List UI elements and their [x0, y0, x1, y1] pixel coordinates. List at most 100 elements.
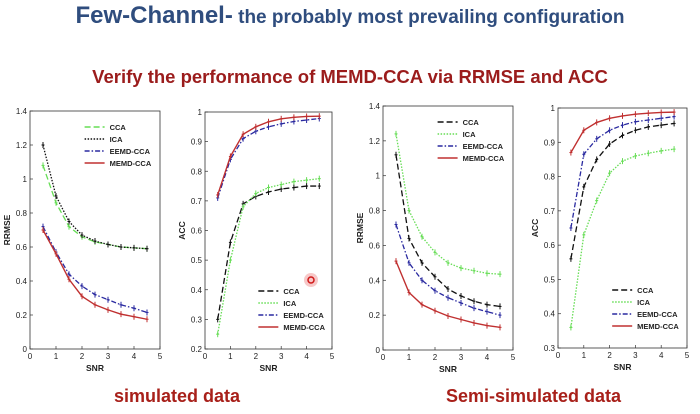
series-ica [569, 146, 676, 331]
y-tick-label: 0.8 [369, 207, 381, 216]
pointer-glow-icon [304, 273, 318, 287]
x-tick-label: 3 [279, 352, 284, 361]
legend-label: ICA [110, 135, 124, 144]
x-tick-label: 1 [54, 352, 59, 361]
y-tick-label: 0.8 [191, 167, 203, 176]
chart-3: 0 1 2 3 4 5 0 0.2 0.4 0.6 0.8 1 1.2 1.4 SNR RRMSE CCA ICA… [355, 102, 516, 374]
y-tick-label: 0.4 [544, 310, 556, 319]
y-tick-label: 0.2 [16, 311, 28, 320]
slide-subtitle: Verify the performance of MEMD-CCA via R… [92, 66, 608, 87]
x-tick-label: 2 [80, 352, 85, 361]
x-tick-label: 3 [459, 353, 464, 362]
x-tick-label: 0 [556, 351, 561, 360]
y-tick-label: 1.2 [16, 141, 28, 150]
legend-label: CCA [283, 287, 300, 296]
x-tick-label: 2 [433, 353, 438, 362]
x-tick-label: 4 [304, 352, 309, 361]
series-cca [394, 151, 502, 310]
x-tick-label: 5 [330, 352, 335, 361]
y-tick-label: 0.6 [191, 227, 203, 236]
caption-semi-simulated: Semi-simulated data [446, 386, 622, 406]
plot-area [382, 105, 514, 351]
legend-label: EEMD-CCA [110, 147, 151, 156]
chart-1: 0 1 2 3 4 5 0 0.2 0.4 0.6 0.8 1 1.2 1.4 SNR RRMSE CCA ICA… [2, 107, 163, 373]
x-tick-label: 4 [659, 351, 664, 360]
series-memd-cca [216, 113, 321, 198]
y-tick-label: 0.4 [191, 286, 203, 295]
series-eemd-cca [569, 113, 676, 231]
legend-label: EEMD-CCA [637, 310, 678, 319]
y-tick-label: 0.2 [191, 345, 203, 354]
x-tick-label: 5 [158, 352, 163, 361]
x-tick-label: 2 [607, 351, 612, 360]
slide-title-rest: the probably most prevailing configurati… [232, 7, 625, 28]
y-tick-label: 0.6 [16, 243, 28, 252]
y-tick-label: 0.2 [369, 311, 381, 320]
y-tick-label: 0.9 [544, 138, 556, 147]
chart-4: 0 1 2 3 4 5 0.3 0.4 0.5 0.6 0.7 0.8 0.9 1 SNR ACC CCA ICA… [530, 104, 690, 372]
legend-label: MEMD-CCA [463, 154, 505, 163]
plot-area [204, 111, 333, 350]
legend-label: CCA [637, 286, 654, 295]
legend-label: CCA [110, 123, 127, 132]
x-tick-label: 3 [106, 352, 111, 361]
y-axis-label: RRMSE [2, 214, 12, 245]
series-memd-cca [394, 258, 502, 331]
slide-title: Few-Channel- the probably most prevailin… [0, 2, 700, 30]
x-tick-label: 0 [203, 352, 208, 361]
series-ica [394, 130, 502, 278]
y-axis-label: RRMSE [355, 212, 365, 243]
y-tick-label: 0 [376, 346, 381, 355]
x-tick-label: 4 [485, 353, 490, 362]
chart-2: 0 1 2 3 4 5 0.2 0.3 0.4 0.5 0.6 0.7 0.8 0.9 1 SNR ACC CCA… [177, 108, 335, 373]
series-eemd-cca [394, 221, 502, 319]
y-axis-label: ACC [530, 219, 540, 237]
y-tick-label: 0.9 [191, 138, 203, 147]
y-tick-label: 0.3 [544, 344, 556, 353]
series-memd-cca [569, 109, 676, 156]
x-tick-label: 5 [685, 351, 690, 360]
pointer-dot-icon [307, 276, 315, 284]
y-tick-label: 1 [198, 108, 203, 117]
y-tick-label: 0.7 [191, 197, 203, 206]
x-tick-label: 0 [381, 353, 386, 362]
y-tick-label: 0.8 [16, 209, 28, 218]
x-tick-label: 1 [228, 352, 233, 361]
series-cca [569, 120, 676, 262]
x-axis-label: SNR [439, 364, 457, 374]
x-axis-label: SNR [260, 363, 278, 373]
legend-label: MEMD-CCA [283, 323, 325, 332]
plot-area [557, 107, 688, 349]
series-memd-cca [41, 227, 149, 323]
y-tick-label: 1.4 [369, 102, 381, 111]
series-ica [41, 142, 149, 252]
x-tick-label: 1 [582, 351, 587, 360]
legend-label: CCA [463, 118, 480, 127]
slide-title-main: Few-Channel- [75, 2, 233, 29]
y-tick-label: 0.4 [16, 277, 28, 286]
legend-label: MEMD-CCA [110, 159, 152, 168]
y-tick-label: 0.6 [369, 241, 381, 250]
y-tick-label: 0.6 [544, 241, 556, 250]
y-tick-label: 1 [551, 104, 556, 113]
x-tick-label: 3 [633, 351, 638, 360]
x-tick-label: 2 [254, 352, 259, 361]
series-line [395, 224, 501, 316]
legend-label: ICA [463, 130, 477, 139]
y-tick-label: 0.4 [369, 276, 381, 285]
y-tick-label: 1 [376, 172, 381, 181]
y-tick-label: 0 [23, 345, 28, 354]
series-ica [216, 175, 321, 338]
y-tick-label: 1.2 [369, 137, 381, 146]
series-line [42, 165, 148, 250]
series-line [217, 117, 320, 199]
y-tick-label: 0.5 [544, 275, 556, 284]
x-tick-label: 0 [28, 352, 33, 361]
y-tick-label: 1 [23, 175, 28, 184]
legend-label: MEMD-CCA [637, 322, 679, 331]
y-axis-label: ACC [177, 221, 187, 239]
caption-simulated: simulated data [114, 386, 241, 406]
legend-label: EEMD-CCA [283, 311, 324, 320]
series-line [570, 115, 675, 229]
y-tick-label: 1.4 [16, 107, 28, 116]
